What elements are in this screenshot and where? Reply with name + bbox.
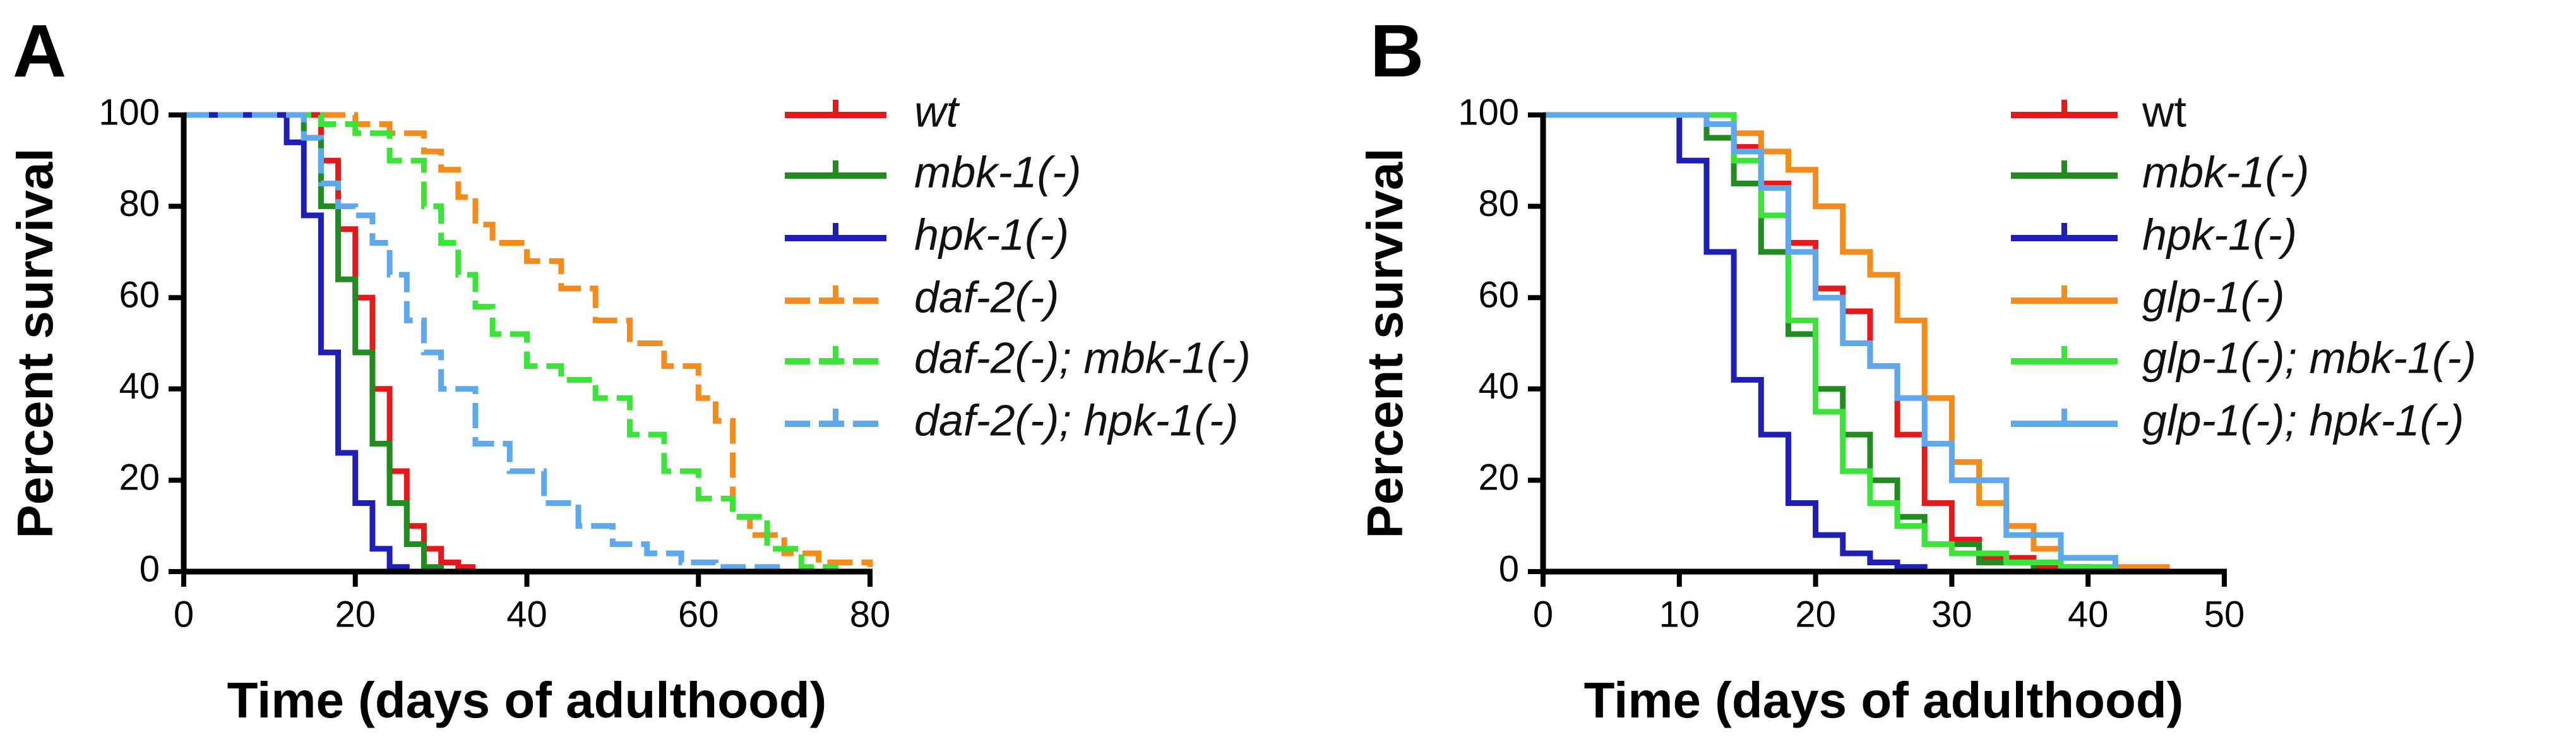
y-tick-label: 20 — [119, 457, 160, 498]
y-tick-label: 40 — [119, 366, 160, 407]
legend-label: hpk-1(-) — [2142, 210, 2297, 259]
x-tick-label: 60 — [678, 594, 719, 635]
y-tick-label: 20 — [1478, 457, 1519, 498]
survival-curve — [184, 112, 444, 572]
panel-label: A — [13, 9, 66, 93]
survival-curve — [1543, 112, 2118, 567]
y-tick-label: 100 — [98, 92, 160, 133]
survival-curve — [184, 112, 787, 572]
legend-label: wt — [2142, 87, 2186, 136]
legend-label: daf-2(-); hpk-1(-) — [914, 395, 1238, 445]
legend-label: glp-1(-); mbk-1(-) — [2142, 333, 2476, 382]
legend-label: daf-2(-); mbk-1(-) — [914, 333, 1251, 382]
survival-curve — [184, 112, 873, 567]
x-tick-label: 30 — [1931, 594, 1972, 635]
x-axis-label: Time (days of adulthood) — [1584, 672, 2184, 728]
x-tick-label: 20 — [1795, 594, 1836, 635]
x-axis-label: Time (days of adulthood) — [227, 672, 827, 728]
x-tick-label: 0 — [1533, 594, 1553, 635]
legend-label: mbk-1(-) — [2142, 147, 2309, 196]
panel-label: B — [1370, 9, 1424, 93]
y-tick-label: 60 — [119, 275, 160, 316]
y-axis-label: Percent survival — [1357, 148, 1413, 538]
survival-curve — [184, 112, 839, 572]
y-tick-label: 0 — [140, 548, 160, 589]
x-tick-label: 40 — [506, 594, 547, 635]
y-tick-label: 0 — [1499, 548, 1519, 589]
y-tick-label: 60 — [1478, 275, 1519, 316]
legend-label: daf-2(-) — [914, 272, 1059, 321]
survival-curve — [184, 112, 410, 572]
legend-label: glp-1(-) — [2142, 272, 2285, 321]
legend-label: hpk-1(-) — [914, 210, 1069, 259]
survival-curve — [1543, 112, 1928, 572]
y-tick-label: 80 — [119, 183, 160, 224]
y-tick-label: 100 — [1458, 92, 1519, 133]
survival-curve — [1543, 112, 2118, 572]
legend-label: wt — [914, 87, 960, 136]
legend-label: mbk-1(-) — [914, 147, 1081, 196]
x-tick-label: 80 — [850, 594, 891, 635]
y-tick-label: 80 — [1478, 183, 1519, 224]
x-tick-label: 0 — [174, 594, 194, 635]
x-tick-label: 50 — [2204, 594, 2245, 635]
legend-label: glp-1(-); hpk-1(-) — [2142, 395, 2464, 445]
y-axis-label: Percent survival — [7, 148, 63, 538]
survival-curve — [184, 112, 475, 570]
y-tick-label: 40 — [1478, 366, 1519, 407]
x-tick-label: 20 — [335, 594, 376, 635]
x-tick-label: 40 — [2068, 594, 2109, 635]
x-tick-label: 10 — [1659, 594, 1700, 635]
